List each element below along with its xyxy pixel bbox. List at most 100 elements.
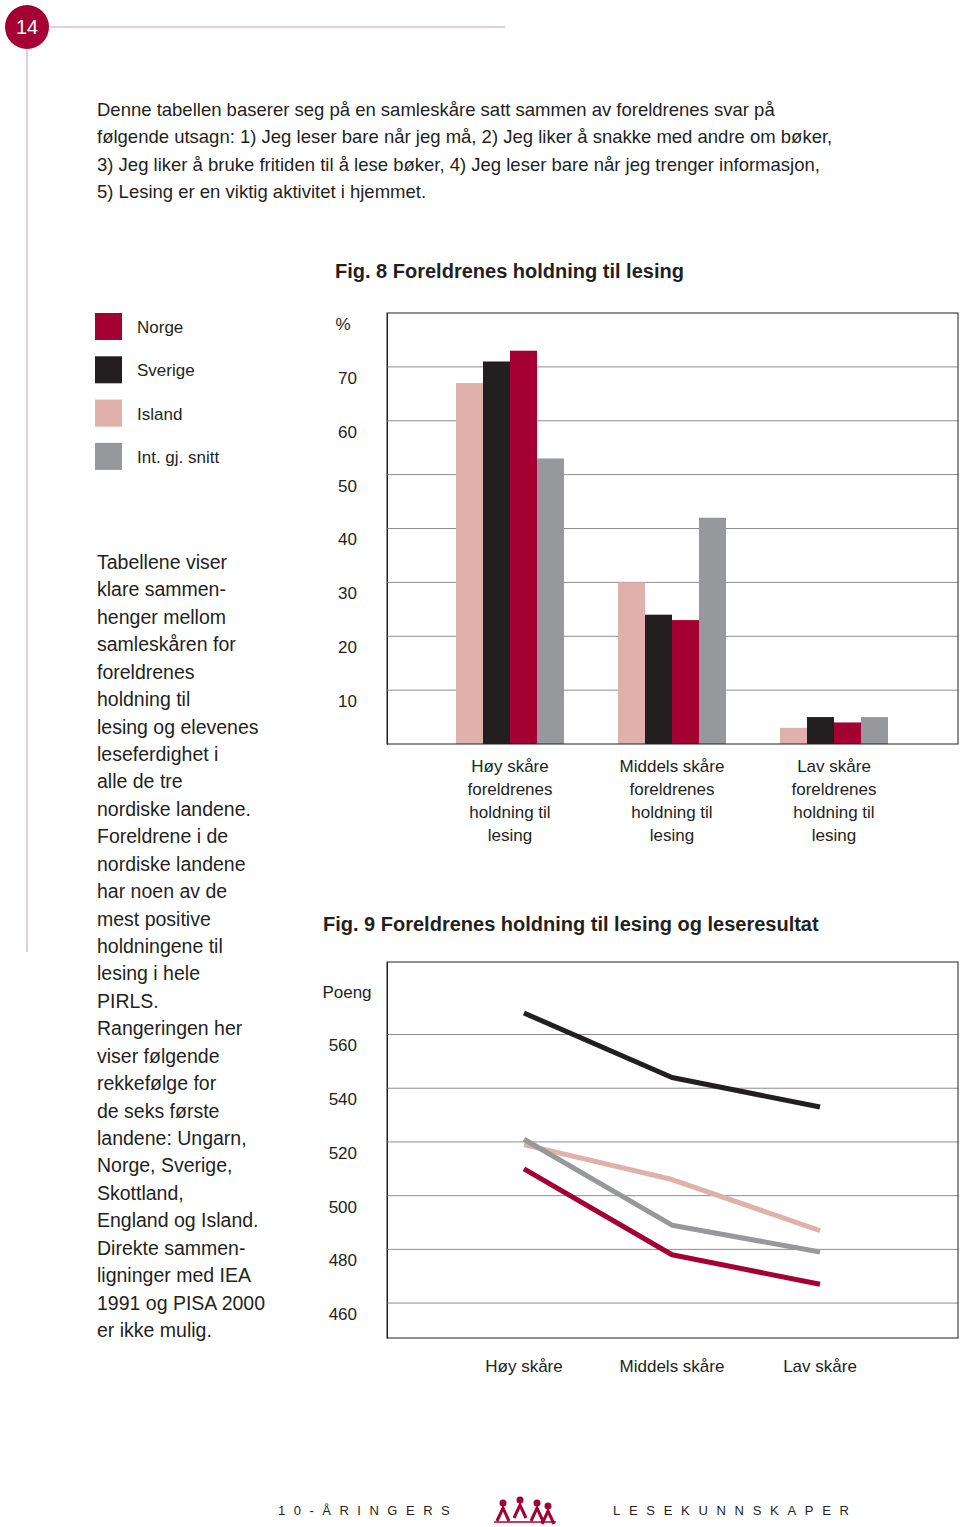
bar xyxy=(456,383,483,744)
sidebar-line: lesing i hele xyxy=(97,962,200,984)
logo-body xyxy=(514,1505,526,1518)
sidebar-line: viser følgende xyxy=(97,1045,219,1067)
tick: 500 xyxy=(329,1196,387,1216)
legend-label: Sverige xyxy=(137,361,195,380)
legend-swatch xyxy=(95,313,122,340)
sidebar-line: Rangeringen her xyxy=(97,1017,243,1039)
category-label: Høy skåre xyxy=(485,1357,562,1376)
sidebar-line: Norge, Sverige, xyxy=(97,1154,232,1176)
tick: 70 xyxy=(338,367,387,387)
axis-title: Poeng xyxy=(322,983,371,1002)
bar xyxy=(807,717,834,744)
margin-rule xyxy=(27,50,28,952)
page-number: 14 xyxy=(16,16,38,38)
bar xyxy=(645,615,672,744)
tick-label: 20 xyxy=(338,638,357,657)
sidebar-line: Skottland, xyxy=(97,1182,184,1204)
sidebar-line: holdningene til xyxy=(97,935,223,957)
tick-label: 540 xyxy=(329,1090,357,1109)
sidebar-line: foreldrenes xyxy=(97,661,195,683)
bar xyxy=(834,722,861,744)
tick-label: 70 xyxy=(338,369,357,388)
chart-title: Fig. 9 Foreldrenes holdning til lesing o… xyxy=(323,913,819,935)
bar xyxy=(780,728,807,744)
sidebar-line: er ikke mulig. xyxy=(97,1319,212,1341)
tick-label: 500 xyxy=(329,1198,357,1217)
logo-ground xyxy=(494,1521,556,1523)
sidebar-line: leseferdighet i xyxy=(97,743,218,765)
sidebar-line: samleskåren for xyxy=(97,633,236,655)
category-label: Lav skåre xyxy=(783,1357,857,1376)
category-label: Middels skåreforeldrenesholdning tillesi… xyxy=(620,757,725,845)
grid-line xyxy=(387,1141,958,1142)
sidebar-line: alle de tre xyxy=(97,770,183,792)
grid-line xyxy=(387,366,958,367)
tick-label: 520 xyxy=(329,1144,357,1163)
intro-line: 3) Jeg liker å bruke fritiden til å lese… xyxy=(97,154,820,175)
page: 14 Denne tabellen baserer seg på en samle… xyxy=(0,0,960,1527)
sidebar-line: Tabellene viser xyxy=(97,551,228,573)
logo-body xyxy=(497,1508,509,1521)
intro-line: Denne tabellen baserer seg på en samlesk… xyxy=(97,99,775,120)
tick: 520 xyxy=(329,1142,387,1162)
legend-label: Island xyxy=(137,405,182,424)
grid-line xyxy=(387,1303,958,1304)
tick: 460 xyxy=(329,1304,387,1324)
bar xyxy=(510,351,537,744)
series-line xyxy=(524,1139,820,1252)
sidebar-line: henger mellom xyxy=(97,606,226,628)
plot-frame xyxy=(387,313,958,744)
sidebar-line: de seks første xyxy=(97,1100,219,1122)
bar xyxy=(861,717,888,744)
tick-label: 560 xyxy=(329,1037,357,1056)
sidebar-line: klare sammen- xyxy=(97,578,226,600)
tick: 540 xyxy=(329,1089,387,1109)
page-badge xyxy=(5,5,49,49)
sidebar-line: nordiske landene xyxy=(97,853,246,875)
category-label: Middels skåre xyxy=(620,1357,725,1376)
grid-line xyxy=(387,1249,958,1250)
header-rule xyxy=(50,27,505,28)
bar xyxy=(483,361,510,744)
y-axis: 460 480 500 520 540 560 xyxy=(329,963,388,1339)
chart-line: Fig. 9 Foreldrenes holdning til lesing o… xyxy=(322,913,958,1376)
axis-title: % xyxy=(335,315,350,334)
tick-label: 50 xyxy=(338,477,357,496)
legend-label: Int. gj. snitt xyxy=(137,448,219,467)
series-line xyxy=(524,1145,820,1231)
sidebar-line: landene: Ungarn, xyxy=(97,1127,247,1149)
tick: 60 xyxy=(338,421,387,441)
sidebar-line: holdning til xyxy=(97,688,190,710)
sidebar-line: lesing og elevenes xyxy=(97,716,259,738)
y-axis: 10203040506070 xyxy=(338,314,387,745)
tick-label: 60 xyxy=(338,423,357,442)
lines xyxy=(524,1013,820,1284)
sidebar-line: Direkte sammen- xyxy=(97,1237,245,1259)
tick-label: 10 xyxy=(338,692,357,711)
logo-body xyxy=(531,1508,543,1521)
bar xyxy=(537,458,564,744)
sidebar-line: 1991 og PISA 2000 xyxy=(97,1292,265,1314)
intro-line: følgende utsagn: 1) Jeg leser bare når j… xyxy=(97,126,832,147)
footer-left: 10-ÅRINGERS xyxy=(278,1503,458,1518)
tick-label: 40 xyxy=(338,530,357,549)
plot-frame xyxy=(387,962,958,1338)
sidebar-line: har noen av de xyxy=(97,880,227,902)
tick: 40 xyxy=(338,529,387,549)
sidebar-line: rekkefølge for xyxy=(97,1072,217,1094)
sidebar-line: nordiske landene. xyxy=(97,798,251,820)
bar xyxy=(618,582,645,744)
legend-label: Norge xyxy=(137,318,183,337)
grid-line xyxy=(387,1088,958,1089)
tick: 10 xyxy=(338,691,387,711)
sidebar-line: PIRLS. xyxy=(97,990,159,1012)
legend-swatch xyxy=(95,400,122,427)
legend-swatch xyxy=(95,443,122,470)
sidebar-line: Foreldrene i de xyxy=(97,825,228,847)
sidebar-line: ligninger med IEA xyxy=(97,1264,251,1286)
tick-label: 460 xyxy=(329,1305,357,1324)
tick: 560 xyxy=(329,1035,387,1055)
category-label: Lav skåreforeldrenesholdning tillesing xyxy=(791,757,876,845)
intro-line: 5) Lesing er en viktig aktivitet i hjemm… xyxy=(97,181,426,202)
tick: 480 xyxy=(329,1250,387,1270)
